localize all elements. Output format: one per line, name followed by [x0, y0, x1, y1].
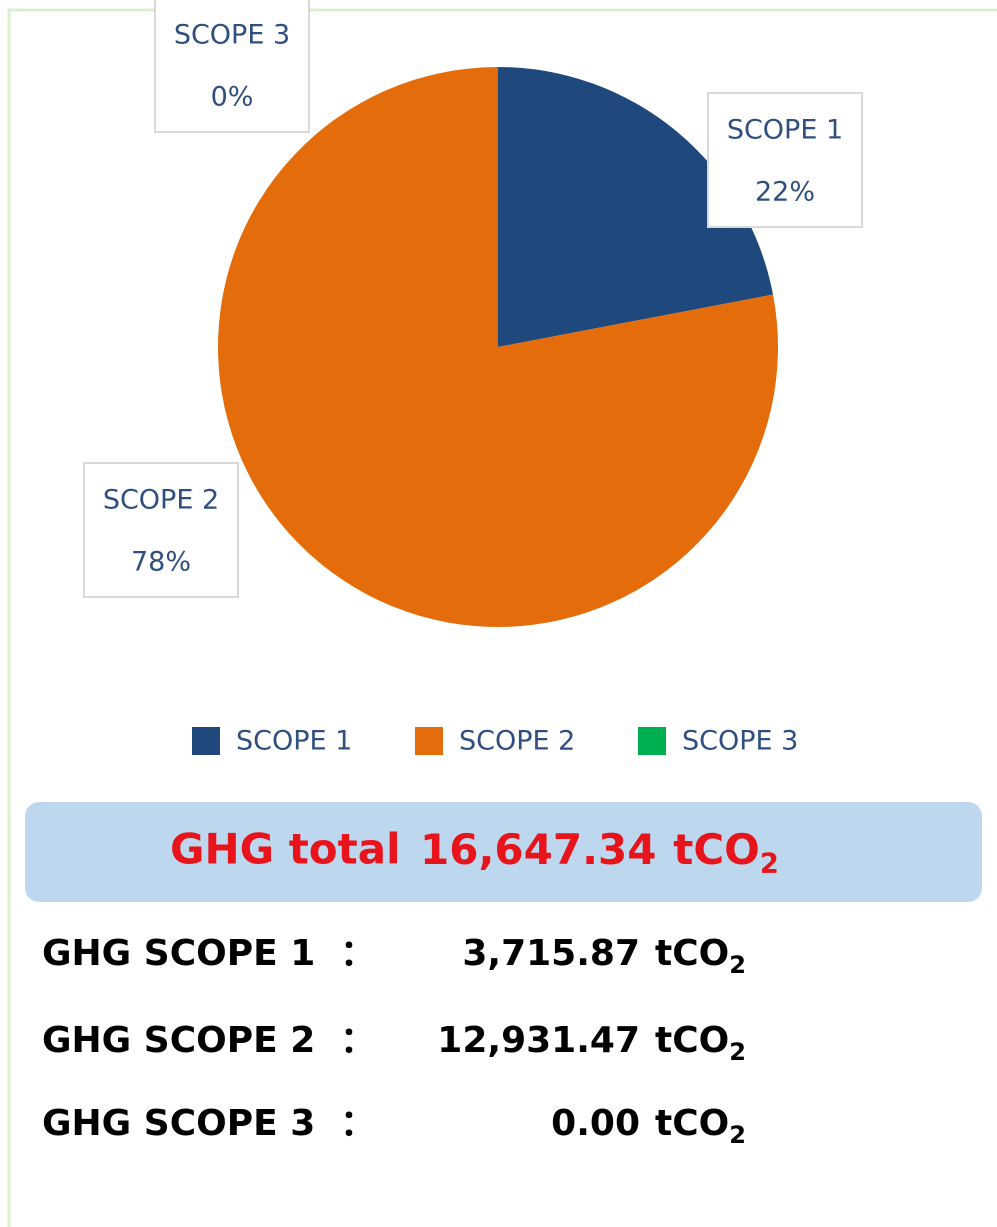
row-separator: ：: [340, 1020, 376, 1061]
frame: [7, 8, 997, 1227]
row-separator: ：: [340, 933, 376, 974]
legend-swatch: [415, 727, 443, 755]
data-label-name: SCOPE 2: [103, 485, 219, 516]
row-label: GHG SCOPE 2: [42, 1020, 315, 1061]
row-value: 3,715.87: [462, 933, 640, 974]
total-banner: [25, 802, 982, 902]
legend-label: SCOPE 3: [682, 726, 798, 757]
pie-slice: [217, 67, 778, 627]
data-label-name: SCOPE 3: [174, 20, 290, 51]
unit-subscript: 2: [729, 951, 746, 979]
data-label-value: 22%: [755, 177, 815, 208]
total-label: GHG total: [170, 825, 400, 874]
data-label-value: 78%: [131, 547, 191, 578]
unit-subscript: 2: [729, 1121, 746, 1149]
total-value: 16,647.34 tCO2: [420, 825, 779, 880]
row-unit: tCO2: [655, 1020, 746, 1066]
unit: tCO: [655, 933, 729, 974]
row-value: 12,931.47: [437, 1020, 640, 1061]
data-label-box: [707, 92, 863, 228]
row-value: 0.00: [551, 1103, 640, 1144]
data-label-box: [83, 462, 239, 598]
row-label: GHG SCOPE 1: [42, 933, 315, 974]
unit: tCO: [673, 825, 760, 874]
row-label: GHG SCOPE 3: [42, 1103, 315, 1144]
unit: tCO: [655, 1020, 729, 1061]
pie-slice: [498, 67, 774, 347]
amount: 16,647.34: [420, 825, 656, 874]
data-label-name: SCOPE 1: [727, 115, 843, 146]
legend-swatch: [638, 727, 666, 755]
unit: tCO: [655, 1103, 729, 1144]
row-unit: tCO2: [655, 1103, 746, 1149]
legend-label: SCOPE 2: [459, 726, 575, 757]
data-label-value: 0%: [211, 82, 254, 113]
row-separator: ：: [340, 1103, 376, 1144]
legend-label: SCOPE 1: [236, 726, 352, 757]
unit-subscript: 2: [729, 1038, 746, 1066]
unit-subscript: 2: [760, 848, 779, 879]
data-label-box: [154, 0, 310, 133]
row-unit: tCO2: [655, 933, 746, 979]
legend-swatch: [192, 727, 220, 755]
